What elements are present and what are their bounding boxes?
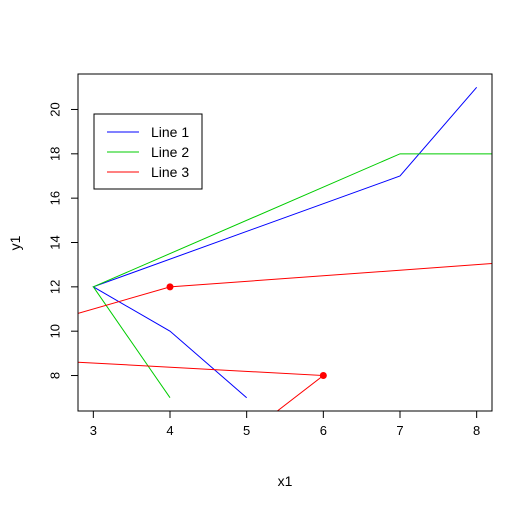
y-tick-label: 20 [48,102,63,116]
y-tick-label: 14 [48,235,63,249]
legend-label: Line 2 [151,144,189,160]
legend-label: Line 1 [151,124,189,140]
legend: Line 1 Line 2 Line 3 [93,113,203,190]
x-tick-label: 7 [396,423,403,438]
x-tick-label: 3 [90,423,97,438]
series-layer [78,86,492,411]
x-axis-label: x1 [278,473,293,489]
y-tick-label: 18 [48,147,63,161]
x-tick-label: 8 [473,423,480,438]
x-axis: 3 4 5 6 7 8 [90,411,480,438]
x-tick-label: 4 [166,423,173,438]
series-line-2 [92,153,492,398]
data-point-marker [166,283,174,291]
legend-label: Line 3 [151,164,189,180]
x-tick-label: 6 [320,423,327,438]
x-tick-label: 5 [243,423,250,438]
y-axis-label: y1 [7,235,23,250]
y-tick-label: 12 [48,280,63,294]
data-point-marker [319,372,327,380]
series-line-3 [78,263,492,314]
y-axis: 8 10 12 14 16 18 20 [48,102,78,379]
y-tick-label: 10 [48,324,63,338]
series-line-4 [78,361,325,411]
y-tick-label: 8 [48,372,63,379]
y-tick-label: 16 [48,191,63,205]
